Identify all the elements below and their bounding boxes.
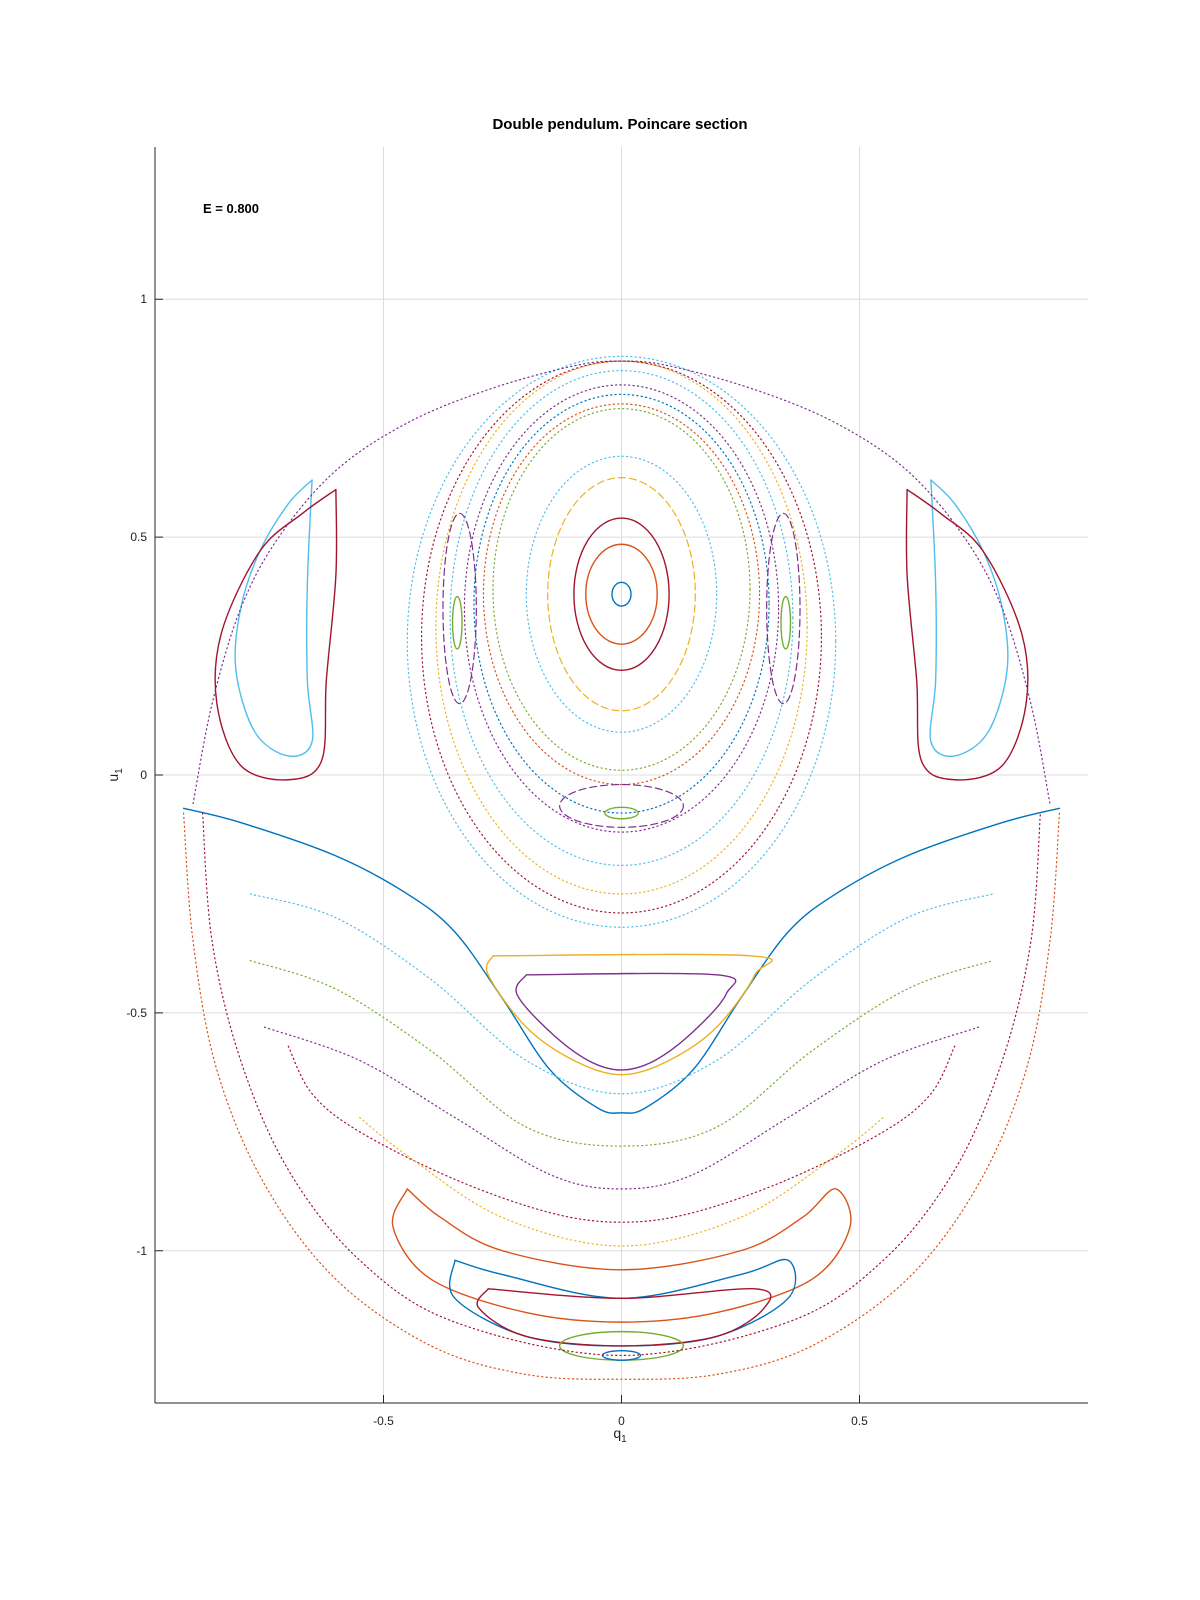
x-axis-label-main: q bbox=[613, 1425, 621, 1441]
poincare-orbit bbox=[905, 488, 1029, 781]
poincare-orbit bbox=[182, 812, 1061, 1380]
poincare-orbit bbox=[515, 972, 737, 1071]
poincare-orbit bbox=[359, 1116, 884, 1247]
poincare-orbit bbox=[585, 543, 658, 645]
poincare-orbit bbox=[929, 479, 1009, 758]
poincare-orbit bbox=[249, 893, 994, 1095]
y-axis-label-main: u bbox=[105, 774, 121, 782]
x-tick-label: 0 bbox=[618, 1414, 625, 1428]
x-tick-label: 0.5 bbox=[851, 1414, 868, 1428]
poincare-orbit bbox=[766, 512, 801, 705]
poincare-orbit bbox=[463, 384, 780, 833]
poincare-orbit bbox=[451, 595, 463, 650]
poincare-orbit bbox=[525, 455, 718, 733]
poincare-orbit bbox=[249, 959, 994, 1147]
x-axis-label-subscript: 1 bbox=[621, 1434, 627, 1445]
poincare-orbit bbox=[234, 479, 314, 758]
poincare-orbit bbox=[391, 1188, 852, 1323]
poincare-orbit bbox=[287, 1045, 956, 1223]
poincare-orbit bbox=[449, 370, 794, 866]
poincare-orbit bbox=[547, 477, 696, 712]
poincare-orbit bbox=[182, 807, 1061, 1114]
x-axis-label: q1 bbox=[613, 1425, 627, 1445]
tick-labels: -0.5 0 0.5 -1 -0.5 0 0.5 1 bbox=[126, 292, 868, 1428]
poincare-orbit bbox=[473, 393, 770, 814]
poincare-orbit bbox=[559, 783, 684, 828]
poincare-orbit bbox=[780, 595, 792, 650]
poincare-orbit bbox=[485, 953, 773, 1076]
poincare-orbit bbox=[476, 1287, 772, 1347]
poincare-orbit bbox=[482, 403, 761, 786]
poincare-orbit bbox=[611, 581, 632, 607]
poincare-orbit bbox=[420, 360, 823, 914]
poincare-orbit bbox=[492, 408, 751, 771]
poincare-orbit bbox=[192, 360, 1051, 805]
y-tick-label: 0.5 bbox=[130, 530, 147, 544]
y-axis-label: u1 bbox=[105, 768, 125, 782]
y-tick-label: -1 bbox=[136, 1244, 147, 1258]
axes bbox=[154, 147, 1088, 1404]
poincare-orbit bbox=[202, 812, 1041, 1357]
poincare-orbit bbox=[601, 1349, 642, 1361]
poincare-orbit bbox=[604, 806, 639, 820]
poincare-orbit bbox=[406, 355, 837, 928]
grid-lines bbox=[155, 147, 1088, 1403]
y-tick-label: 1 bbox=[140, 292, 147, 306]
poincare-orbit bbox=[214, 488, 338, 781]
y-axis-label-subscript: 1 bbox=[114, 768, 125, 774]
chart-title: Double pendulum. Poincare section bbox=[492, 116, 747, 133]
poincare-orbit bbox=[442, 512, 477, 705]
plot-series bbox=[182, 355, 1061, 1380]
poincare-orbit bbox=[263, 1026, 980, 1190]
y-tick-label: 0 bbox=[140, 768, 147, 782]
x-tick-label: -0.5 bbox=[373, 1414, 394, 1428]
energy-annotation: E = 0.800 bbox=[203, 201, 259, 216]
y-tick-label: -0.5 bbox=[126, 1006, 147, 1020]
poincare-orbit bbox=[573, 517, 670, 672]
